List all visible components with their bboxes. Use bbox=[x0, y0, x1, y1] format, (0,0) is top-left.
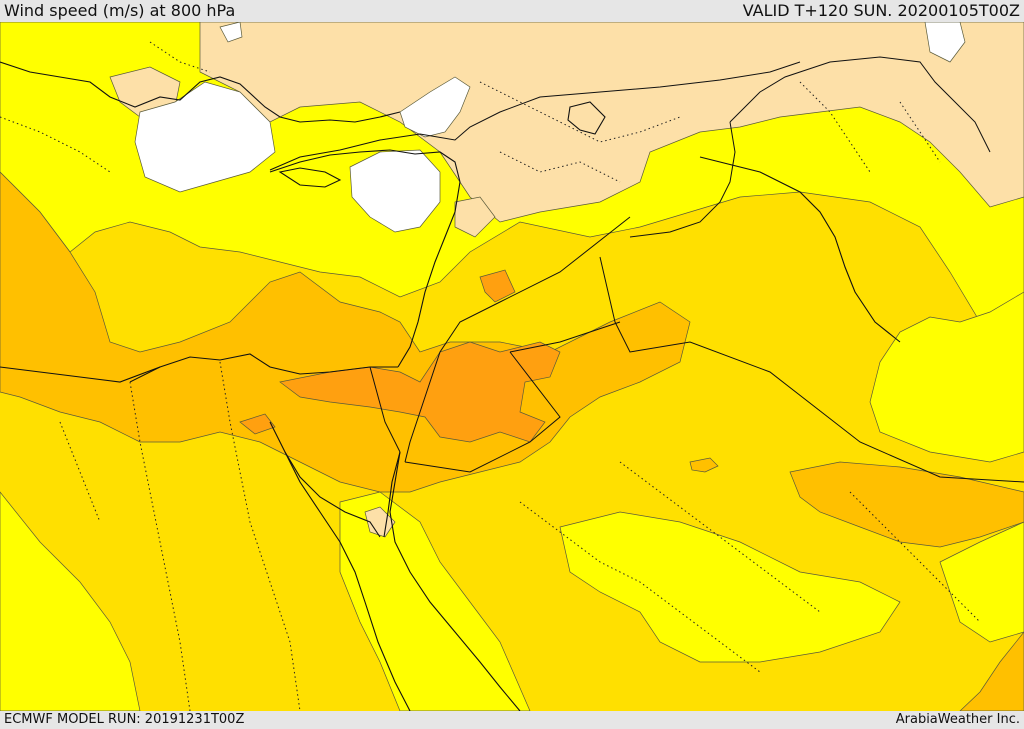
field-orange-light-southeast bbox=[959, 631, 1024, 711]
header-bar: Wind speed (m/s) at 800 hPa VALID T+120 … bbox=[0, 0, 1024, 22]
footer-bar: ECMWF MODEL RUN: 20191231T00Z ArabiaWeat… bbox=[0, 711, 1024, 729]
coastline-cyprus bbox=[278, 167, 342, 188]
valid-time: VALID T+120 SUN. 20200105T00Z bbox=[742, 1, 1020, 20]
coastline-caspian bbox=[567, 101, 606, 135]
credit-label: ArabiaWeather Inc. bbox=[895, 712, 1020, 727]
field-yellow-arabia bbox=[559, 511, 901, 663]
admin-lines-saudi bbox=[519, 461, 981, 673]
field-yellow-east bbox=[869, 291, 1024, 463]
border-saudi-north bbox=[404, 321, 621, 473]
coastline-red-sea-east bbox=[389, 451, 521, 711]
field-calm-caspian-west bbox=[399, 76, 471, 138]
coastline-red-sea-west bbox=[269, 421, 411, 711]
field-orange-core bbox=[279, 341, 561, 443]
border-jordan-saudi bbox=[404, 216, 631, 463]
coastline-levant bbox=[397, 181, 461, 368]
field-calm-east bbox=[924, 22, 966, 63]
border-iraq-iran bbox=[629, 121, 736, 238]
field-light-levant bbox=[454, 196, 496, 238]
field-light-north bbox=[199, 22, 1024, 223]
coastline-gulf-of-aqaba bbox=[383, 451, 401, 538]
coastline-turkey bbox=[0, 61, 401, 123]
border-syria-iraq bbox=[599, 256, 1024, 483]
model-run-label: ECMWF MODEL RUN: 20191231T00Z bbox=[4, 712, 245, 727]
border-egypt-libya bbox=[129, 366, 161, 383]
admin-lines-north bbox=[0, 41, 211, 173]
field-calm-syria bbox=[349, 149, 441, 233]
field-calm-west bbox=[219, 22, 243, 43]
admin-lines-egypt bbox=[59, 361, 301, 711]
field-orange-patch-west bbox=[239, 413, 276, 435]
border-turkey-syria bbox=[269, 61, 801, 171]
field-yellow-red-sea bbox=[339, 491, 531, 711]
border-egypt-israel bbox=[369, 366, 401, 453]
coastline-gulf-of-suez bbox=[284, 451, 381, 538]
field-calm-anatolia bbox=[134, 81, 276, 193]
border-iran-east bbox=[729, 56, 991, 153]
coastline-anatolia-south bbox=[269, 149, 461, 183]
wind-speed-map bbox=[0, 22, 1024, 711]
field-orange-light-east bbox=[789, 461, 1024, 548]
field-orange-light-patch bbox=[689, 457, 719, 473]
field-yellow-southwest bbox=[0, 491, 141, 711]
map-title: Wind speed (m/s) at 800 hPa bbox=[4, 1, 236, 20]
coastline-persian-gulf bbox=[699, 156, 901, 343]
coastline-egypt-north bbox=[0, 353, 398, 383]
field-yellow-southeast bbox=[939, 521, 1024, 643]
field-orange-patch-north bbox=[479, 269, 516, 303]
